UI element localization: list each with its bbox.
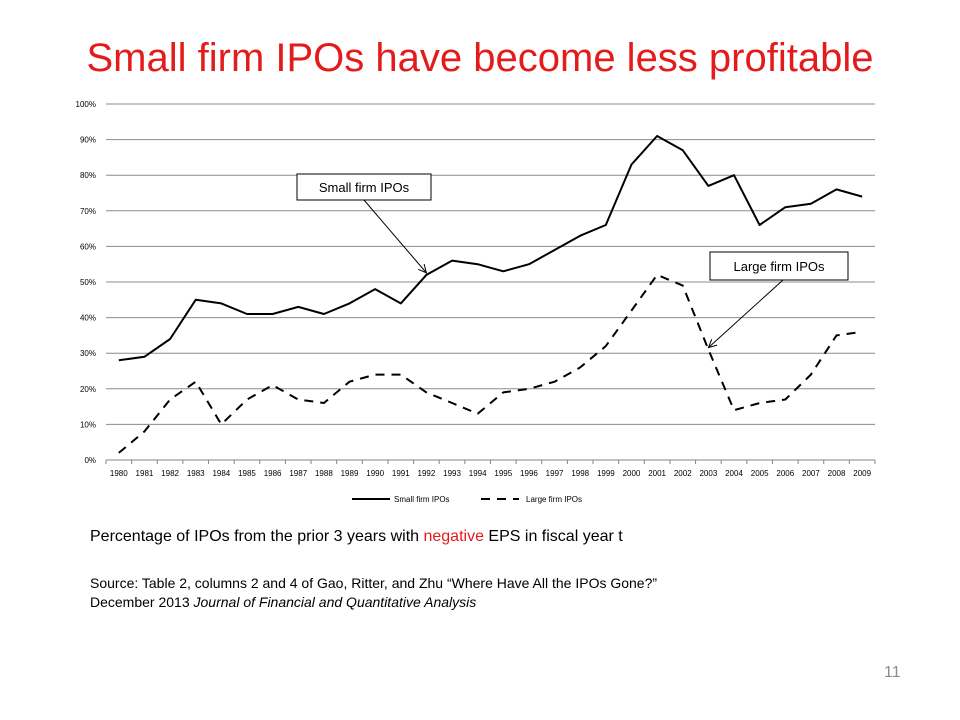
callout-large-firm: Large firm IPOs [707,251,849,349]
x-tick-label: 1984 [212,469,230,478]
y-tick-label: 30% [80,349,96,358]
x-tick-label: 1988 [315,469,333,478]
y-tick-label: 40% [80,314,96,323]
x-tick-label: 1998 [571,469,589,478]
x-tick-label: 2005 [751,469,769,478]
caption-text: Percentage of IPOs from the prior 3 year… [90,528,424,545]
axes: 0% 10% 20% 30% 40% 50% 60% 70% 80% 90% 100% 1980 198… [76,100,876,478]
x-tick-label: 1991 [392,469,410,478]
source-line-1: Source: Table 2, columns 2 and 4 of Gao,… [90,575,658,591]
slide-title: Small firm IPOs have become less profita… [86,36,874,80]
x-tick-label: 2003 [699,469,717,478]
x-tick-label: 2002 [674,469,692,478]
x-tick-label: 1989 [341,469,359,478]
series-lines [118,135,863,454]
large-firm-ipos-line [118,273,863,454]
callout-arrow [708,279,784,349]
callout-arrow [363,199,427,274]
x-tick-label: 1985 [238,469,256,478]
y-tick-label: 70% [80,207,96,216]
x-tick-label: 2001 [648,469,666,478]
y-tick-label: 50% [80,278,96,287]
arrowhead [417,264,428,274]
x-tick-label: 1980 [110,469,128,478]
x-tick-label: 1994 [469,469,487,478]
callout-label: Small firm IPOs [319,180,410,195]
small-firm-ipos-line [118,135,863,362]
x-tick-label: 1981 [136,469,154,478]
x-tick-label: 2008 [828,469,846,478]
y-tick-label: 80% [80,171,96,180]
x-tick-label: 1995 [494,469,512,478]
x-tick-label: 1983 [187,469,205,478]
legend: Small firm IPOs Large firm IPOs [352,495,582,504]
y-tick-label: 90% [80,136,96,145]
chart-caption: Percentage of IPOs from the prior 3 year… [90,528,623,546]
x-tick-label: 1993 [443,469,461,478]
page-number: 11 [884,664,901,681]
source-citation: Source: Table 2, columns 2 and 4 of Gao,… [90,574,657,612]
x-tick-label: 1986 [264,469,282,478]
x-tick-label: 1987 [289,469,307,478]
y-tick-label: 0% [84,456,96,465]
arrowhead [707,339,718,349]
caption-text-end: EPS in fiscal year t [483,528,623,545]
x-tick-label: 1992 [418,469,436,478]
x-tick-label: 1982 [161,469,179,478]
y-tick-label: 10% [80,420,96,429]
x-tick-label: 2006 [776,469,794,478]
legend-item: Small firm IPOs [352,495,450,504]
legend-label: Large firm IPOs [526,495,582,504]
y-tick-label: 20% [80,385,96,394]
journal-name: Journal of Financial and Quantitative An… [193,594,477,610]
callout-label: Large firm IPOs [733,259,825,274]
y-tick-label: 100% [76,100,96,109]
caption-emphasis: negative [423,528,484,545]
legend-label: Small firm IPOs [394,495,450,504]
legend-item: Large firm IPOs [481,495,582,504]
x-tick-label: 2000 [623,469,641,478]
annotations: Small firm IPOs Large firm IPOs [296,173,849,349]
source-line-2: December 2013 Journal of Financial and Q… [90,593,657,612]
x-tick-label: 2004 [725,469,743,478]
x-tick-label: 2007 [802,469,820,478]
callout-box [709,251,849,281]
x-tick-label: 2009 [853,469,871,478]
source-date: December 2013 [90,594,194,610]
x-tick-label: 1999 [597,469,615,478]
x-tick-label: 1990 [366,469,384,478]
callout-box [296,173,432,201]
grid-lines [106,103,875,461]
y-tick-label: 60% [80,242,96,251]
x-tick-label: 1997 [546,469,564,478]
x-tick-label: 1996 [520,469,538,478]
callout-small-firm: Small firm IPOs [296,173,432,274]
